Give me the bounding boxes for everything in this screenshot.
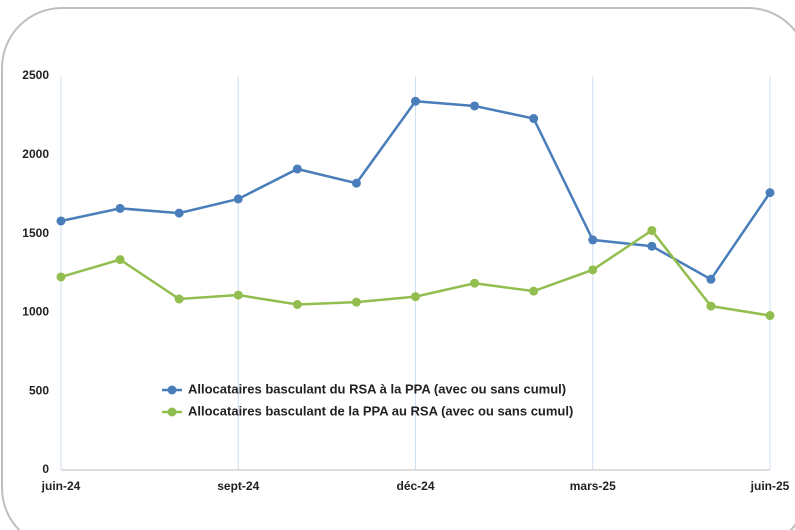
y-tick-label: 1000	[22, 305, 49, 319]
point	[56, 216, 66, 226]
point	[470, 101, 480, 111]
x-tick-label: juin-25	[750, 479, 790, 493]
point	[233, 194, 243, 204]
point	[647, 225, 657, 235]
y-tick-label: 500	[29, 383, 49, 397]
y-tick-label: 2000	[22, 147, 49, 161]
x-tick-label: juin-24	[41, 479, 81, 493]
point	[647, 241, 657, 251]
point	[115, 255, 125, 265]
y-tick-label: 2500	[22, 68, 49, 82]
point	[174, 294, 184, 304]
point	[115, 203, 125, 213]
point	[292, 164, 302, 174]
point	[292, 300, 302, 310]
point	[411, 96, 420, 106]
x-tick-label: sept-24	[217, 479, 259, 493]
x-tick-label: déc-24	[396, 479, 434, 493]
x-tick-label: mars-25	[570, 479, 616, 493]
chart-frame	[1, 7, 795, 530]
point	[351, 297, 361, 307]
legend-label: Allocataires basculant de la PPA au RSA …	[188, 403, 573, 418]
point	[411, 292, 420, 302]
point	[529, 286, 539, 296]
legend-marker	[167, 385, 177, 395]
point	[470, 278, 480, 288]
legend-label: Allocataires basculant du RSA à la PPA (…	[188, 381, 566, 396]
point	[529, 114, 539, 124]
point	[588, 265, 598, 275]
point	[706, 301, 716, 311]
point	[174, 208, 184, 218]
point	[765, 311, 775, 321]
point	[351, 178, 361, 188]
point	[588, 235, 598, 245]
point	[765, 188, 775, 198]
point	[56, 272, 66, 282]
y-tick-label: 1500	[22, 226, 49, 240]
point	[233, 290, 243, 300]
point	[706, 274, 716, 284]
y-tick-label: 0	[42, 462, 49, 476]
legend-marker	[167, 407, 177, 417]
